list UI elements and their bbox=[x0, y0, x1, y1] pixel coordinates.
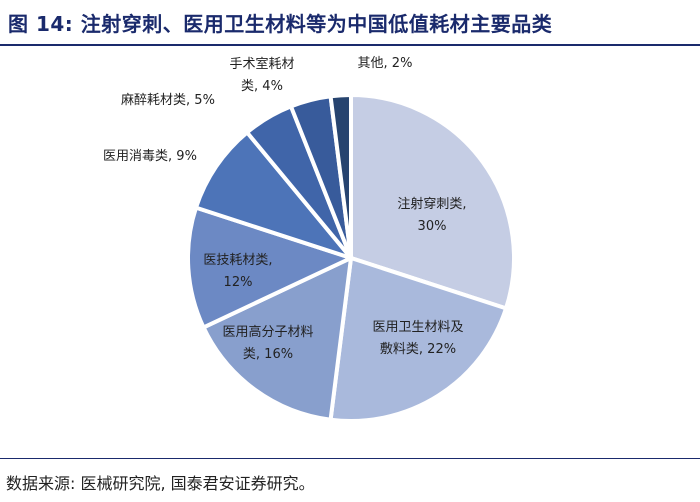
source-rule bbox=[0, 458, 700, 459]
data-label-8: 其他, 2% bbox=[358, 56, 413, 71]
title-rule bbox=[0, 44, 700, 46]
source-note: 数据来源: 医械研究院, 国泰君安证券研究。 bbox=[6, 474, 315, 493]
data-label-5: 医用消毒类, 9% bbox=[103, 149, 197, 164]
pie-slice-4 bbox=[186, 205, 353, 330]
data-label-6: 麻醉耗材类, 5% bbox=[121, 92, 215, 108]
data-label-2: 医用卫生材料及敷料类, 22% bbox=[372, 320, 463, 357]
pie-slice-2 bbox=[328, 256, 509, 423]
pie-slice-3 bbox=[201, 256, 353, 422]
data-label-4: 医技耗材类, 12% bbox=[203, 253, 272, 290]
pie-chart: 注射穿刺类, 30% 医用卫生材料及敷料类, 22% 医用高分子材料类, 16% 医技耗… bbox=[103, 56, 516, 423]
data-label-1: 注射穿刺类, 30% bbox=[397, 196, 466, 234]
figure-title: 图 14: 注射穿刺、医用卫生材料等为中国低值耗材主要品类 bbox=[8, 12, 553, 36]
data-label-7: 手术室耗材类, 4% bbox=[229, 56, 294, 94]
pie-slice-8 bbox=[328, 93, 353, 260]
data-label-3: 医用高分子材料类, 16% bbox=[222, 324, 313, 362]
figure-header: 图 14: 注射穿刺、医用卫生材料等为中国低值耗材主要品类 bbox=[0, 0, 700, 46]
pie-slice-1 bbox=[349, 93, 516, 311]
